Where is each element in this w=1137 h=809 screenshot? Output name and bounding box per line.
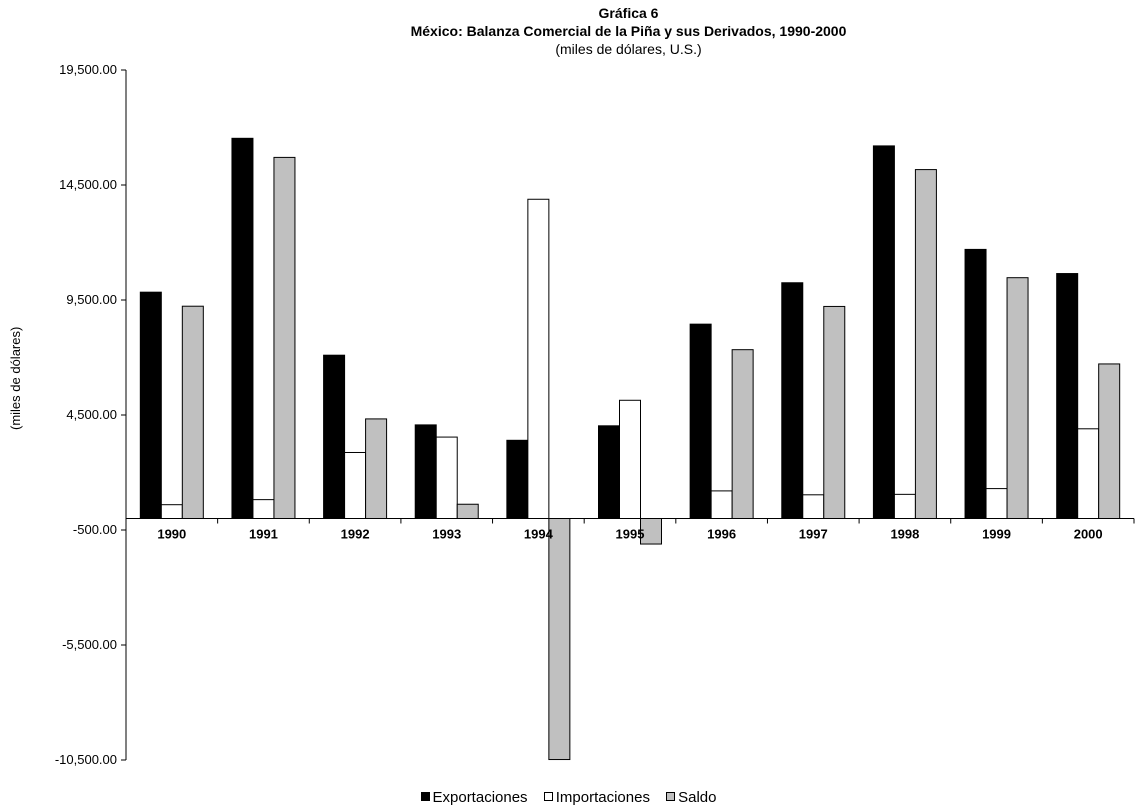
- x-tick-label: 1992: [341, 527, 370, 542]
- y-tick-label: 4,500.00: [66, 407, 117, 422]
- bar-saldo-1992: [365, 418, 388, 519]
- bar-exportaciones-1999: [964, 248, 987, 519]
- bar-saldo-1996: [731, 349, 754, 519]
- x-tick-label: 2000: [1074, 527, 1103, 542]
- bar-importaciones-1997: [802, 494, 825, 519]
- bar-importaciones-1996: [710, 490, 733, 519]
- x-tick-label: 1990: [157, 527, 186, 542]
- bar-importaciones-1994: [527, 198, 550, 519]
- legend-item-importaciones: Importaciones: [543, 789, 650, 807]
- legend-swatch-saldo: [666, 792, 676, 801]
- bar-exportaciones-1991: [231, 137, 254, 519]
- legend: Exportaciones Importaciones Saldo: [0, 789, 1137, 807]
- bar-exportaciones-1994: [506, 439, 529, 519]
- bar-importaciones-1992: [344, 451, 367, 519]
- bar-saldo-1994: [548, 518, 571, 761]
- bar-chart: 19,500.00 14,500.00 9,500.00 4,500.00 -500.0…: [55, 62, 1135, 767]
- bar-exportaciones-2000: [1056, 273, 1079, 519]
- bar-importaciones-1998: [893, 493, 916, 520]
- bar-saldo-1998: [914, 169, 937, 519]
- x-tick-label: 1994: [524, 527, 554, 542]
- bar-exportaciones-1992: [323, 354, 346, 520]
- chart-subtitle: México: Balanza Comercial de la Piña y s…: [410, 23, 847, 39]
- legend-swatch-exportaciones: [420, 792, 430, 801]
- legend-item-saldo: Saldo: [666, 789, 717, 807]
- chart-titles: Gráfica 6 México: Balanza Comercial de l…: [0, 4, 1137, 58]
- y-tick-label: -5,500.00: [62, 637, 117, 652]
- bar-saldo-1990: [181, 305, 204, 519]
- y-tick-label: 9,500.00: [66, 292, 117, 307]
- y-tick-label: -10,500.00: [55, 752, 117, 767]
- bar-importaciones-1990: [160, 504, 183, 520]
- x-tick-label: 1996: [707, 527, 736, 542]
- bar-importaciones-1991: [252, 499, 275, 520]
- bar-exportaciones-1996: [689, 323, 712, 519]
- bar-saldo-1993: [456, 503, 479, 519]
- y-tick-label: 14,500.00: [59, 177, 117, 192]
- bar-exportaciones-1993: [414, 424, 437, 520]
- chart-unit-note: (miles de dólares, U.S.): [555, 41, 702, 57]
- y-tick-label: -500.00: [73, 522, 117, 537]
- bar-importaciones-1999: [985, 488, 1008, 520]
- x-tick-label: 1995: [616, 527, 645, 542]
- x-tick-label: 1998: [890, 527, 919, 542]
- bar-importaciones-2000: [1077, 428, 1100, 519]
- bar-exportaciones-1995: [598, 425, 620, 519]
- bar-saldo-2000: [1098, 363, 1121, 519]
- bar-saldo-1997: [823, 305, 846, 519]
- chart-title: Gráfica 6: [598, 5, 659, 21]
- x-tick-label: 1999: [982, 527, 1011, 542]
- bar-exportaciones-1997: [781, 282, 804, 519]
- bar-importaciones-1995: [619, 399, 641, 519]
- bar-saldo-1991: [273, 156, 296, 519]
- legend-item-exportaciones: Exportaciones: [420, 789, 528, 807]
- y-tick-label: 19,500.00: [59, 62, 117, 77]
- bar-saldo-1999: [1006, 277, 1029, 519]
- legend-label-exportaciones: Exportaciones: [432, 789, 528, 806]
- bar-exportaciones-1990: [139, 291, 162, 519]
- bar-importaciones-1993: [435, 436, 458, 519]
- x-tick-label: 1993: [432, 527, 461, 542]
- legend-label-importaciones: Importaciones: [555, 789, 650, 806]
- x-tick-label: 1997: [799, 527, 828, 542]
- x-tick-label: 1991: [249, 527, 278, 542]
- legend-label-saldo: Saldo: [678, 789, 717, 806]
- bar-exportaciones-1998: [872, 145, 895, 519]
- legend-swatch-importaciones: [543, 792, 553, 801]
